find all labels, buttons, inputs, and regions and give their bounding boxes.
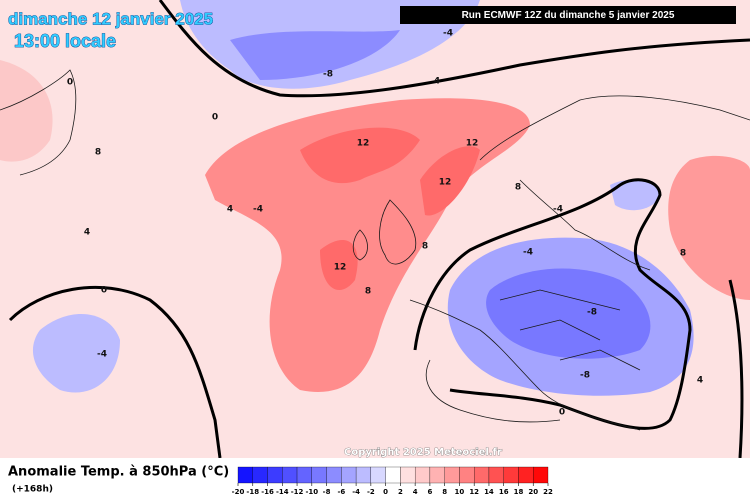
contour-label: -4 [553,205,563,215]
contour-label: 8 [422,242,428,252]
color-swatch [474,466,490,484]
tick-label: -20 [232,488,245,496]
tick-label: -14 [276,488,289,496]
forecast-date: dimanche 12 janvier 2025 [8,9,213,28]
contour-label: 12 [334,263,347,273]
contour-label: -8 [580,371,590,381]
cold-area-west [32,313,120,393]
color-swatch [311,466,327,484]
tick-label: 10 [455,488,465,496]
contour-label: 4 [227,205,233,215]
contour-label: -4 [253,205,263,215]
tick-label: 2 [398,488,403,496]
tick-label: -10 [305,488,318,496]
copyright: Copyright 2025 Meteociel.fr [344,447,502,458]
tick-label: 4 [413,488,418,496]
contour-label: 12 [439,178,452,188]
contour-label: -8 [587,308,597,318]
tick-label: 22 [543,488,553,496]
tick-label: 12 [469,488,479,496]
color-swatch [444,466,460,484]
contour-label: 4 [434,77,440,87]
tick-label: -2 [367,488,375,496]
color-swatch [533,466,549,484]
tick-label: -12 [291,488,304,496]
color-swatch [296,466,312,484]
warm-area-west [0,60,53,162]
run-box [400,6,736,24]
color-swatch [341,466,357,484]
contour-label: 8 [515,183,521,193]
tick-label: 8 [442,488,447,496]
run-info: Run ECMWF 12Z du dimanche 5 janvier 2025 [462,10,675,21]
contour-label: 0 [101,286,107,296]
color-swatch [355,466,372,484]
contour-label: 12 [466,139,479,149]
color-swatch [326,466,342,484]
color-swatch [237,466,253,484]
color-swatch [385,466,401,484]
tick-label: -16 [261,488,274,496]
contour-label: 12 [357,139,370,149]
contour-label: 8 [95,148,101,158]
contour-label: -4 [443,29,453,39]
color-swatch [252,466,268,484]
legend-subtitle: (+168h) [12,485,53,495]
contour-label: -4 [523,248,533,258]
color-swatch [370,466,386,484]
contour-label: 4 [697,376,703,386]
contour-label: 0 [67,78,73,88]
legend-title: Anomalie Temp. à 850hPa (°C) [8,465,229,480]
tick-label: -18 [246,488,259,496]
cold-area-north [610,179,660,211]
forecast-time: 13:00 locale [14,31,116,51]
contour-label: 0 [559,408,565,418]
cold-core [486,268,651,359]
color-swatch [429,466,445,484]
color-swatch [282,466,298,484]
contour-label: -8 [323,70,333,80]
warm-area-east [668,155,750,300]
coastlines [0,69,750,431]
warm-core [300,127,480,290]
tick-label: -4 [352,488,360,496]
color-swatch [488,466,504,484]
color-swatch [459,466,475,484]
tick-label: 6 [427,488,432,496]
color-bar: -20 -18 -16 -14 -12 -10 -8 -6 -4 -2 0 2 4 6 8 10 12 14 16 1… [232,466,553,496]
contour-label: 4 [84,228,90,238]
color-swatch [503,466,519,484]
tick-label: 14 [484,488,494,496]
tick-label: 16 [499,488,509,496]
contour-label: -4 [97,350,107,360]
tick-label: -8 [323,488,331,496]
contour-labels: 12 12 12 12 8 8 8 8 8 4 4 4 4 -4 -4 -4 -4 -8 -8 -8 0 0 0 0 -4 [67,29,703,418]
cold-core-top [230,30,400,80]
tick-label: 20 [528,488,538,496]
tick-label: -6 [337,488,345,496]
contour-label: 8 [365,287,371,297]
color-swatch [414,466,431,484]
tick-label: 0 [383,488,388,496]
color-swatch [518,466,534,484]
contour-label: 0 [212,113,218,123]
contour-label: 8 [680,249,686,259]
color-swatch [267,466,283,484]
tick-label: 18 [514,488,524,496]
color-swatch [400,466,416,484]
